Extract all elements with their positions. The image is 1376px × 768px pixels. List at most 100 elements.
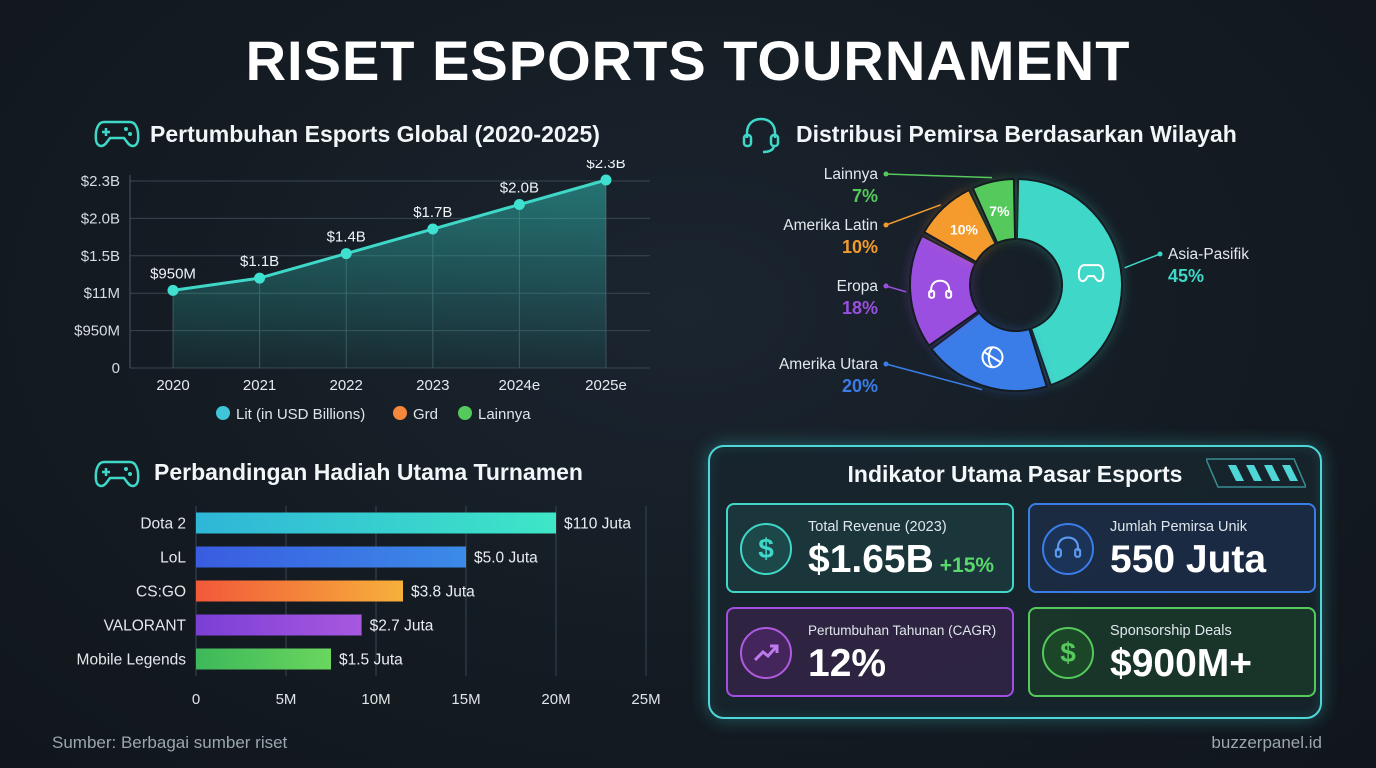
series-line bbox=[172, 178, 607, 292]
donut-slice bbox=[909, 234, 980, 347]
legend-swatch bbox=[216, 406, 230, 420]
headset-icon bbox=[928, 279, 953, 299]
data-point bbox=[340, 248, 352, 260]
legend-label: Grd bbox=[413, 406, 438, 423]
kpi-label: Sponsorship Deals bbox=[1110, 623, 1232, 639]
kpi-card-revenue: $ Total Revenue (2023) $1.65B +15% bbox=[726, 503, 1014, 593]
leader-dot bbox=[1157, 251, 1163, 257]
kpi-panel: Indikator Utama Pasar Esports $ Total Re… bbox=[708, 445, 1322, 719]
viewers-section-title: Distribusi Pemirsa Berdasarkan Wilayah bbox=[796, 121, 1237, 147]
slice-label: Eropa bbox=[837, 278, 879, 295]
kpi-label: Total Revenue (2023) bbox=[808, 519, 947, 535]
data-point bbox=[427, 223, 439, 235]
bar bbox=[196, 580, 403, 602]
legend-label: Lit (in USD Billions) bbox=[236, 406, 365, 423]
data-point bbox=[513, 199, 525, 211]
leader-line bbox=[885, 173, 993, 179]
category-label: Dota 2 bbox=[140, 516, 186, 533]
source-note: Sumber: Berbagai sumber riset bbox=[52, 733, 288, 752]
bar-value-label: $5.0 Juta bbox=[474, 550, 538, 567]
x-tick-label: 2020 bbox=[156, 377, 189, 394]
y-tick-label: 0 bbox=[112, 360, 120, 377]
slice-percent: 20% bbox=[842, 376, 878, 396]
data-point bbox=[254, 272, 266, 284]
category-label: Mobile Legends bbox=[77, 652, 187, 669]
bar bbox=[196, 512, 556, 534]
leader-dot bbox=[883, 283, 889, 289]
headset-icon bbox=[1042, 523, 1094, 575]
data-point bbox=[600, 174, 612, 186]
viewer-donut-chart: Asia-Pasifik 45% Amerika Utara 20% Eropa 18% 1… bbox=[779, 166, 1249, 396]
data-label: $2.3B bbox=[586, 160, 625, 172]
dollar-icon: $ bbox=[740, 523, 792, 575]
leader-line bbox=[885, 204, 941, 226]
slice-label: Lainnya bbox=[824, 166, 879, 183]
growth-area-chart: 0 $950M $11M $1.5B $2.0B $2.3B $950M 2020 $1.1B 2… bbox=[74, 160, 650, 423]
y-tick-label: $11M bbox=[84, 285, 120, 302]
kpi-card-cagr: Pertumbuhan Tahunan (CAGR) 12% bbox=[726, 607, 1014, 697]
x-tick-label: 0 bbox=[192, 691, 200, 706]
legend-label: Lainnya bbox=[478, 406, 531, 423]
dollar-icon: $ bbox=[1042, 627, 1094, 679]
data-label: $950M bbox=[150, 265, 196, 282]
x-tick-label: 5M bbox=[276, 691, 297, 706]
kpi-delta: +15% bbox=[939, 554, 995, 577]
kpi-value: $1.65B +15% bbox=[808, 538, 995, 581]
leader-line bbox=[885, 285, 907, 293]
slice-label: Amerika Latin bbox=[783, 217, 878, 234]
bar-value-label: $2.7 Juta bbox=[370, 618, 434, 635]
page-title: RISET ESPORTS TOURNAMENT bbox=[245, 29, 1131, 92]
kpi-card-viewers: Jumlah Pemirsa Unik 550 Juta bbox=[1028, 503, 1316, 593]
prize-section-title: Perbandingan Hadiah Utama Turnamen bbox=[154, 459, 583, 485]
legend-swatch bbox=[393, 406, 407, 420]
bar-value-label: $110 Juta bbox=[564, 516, 631, 533]
gamepad-icon bbox=[94, 120, 140, 148]
leader-dot bbox=[883, 171, 889, 177]
data-point bbox=[167, 284, 179, 296]
y-tick-label: $1.5B bbox=[81, 248, 120, 265]
y-tick-label: $2.0B bbox=[81, 210, 120, 227]
trend-up-icon bbox=[740, 627, 792, 679]
x-tick-label: 15M bbox=[451, 691, 480, 706]
data-label: $1.4B bbox=[327, 229, 366, 246]
kpi-value: 12% bbox=[808, 642, 887, 685]
x-tick-label: 20M bbox=[541, 691, 570, 706]
bar bbox=[196, 546, 466, 568]
category-label: VALORANT bbox=[104, 618, 187, 635]
y-tick-label: $2.3B bbox=[81, 173, 120, 190]
leader-dot bbox=[883, 222, 889, 228]
donut-slice bbox=[1015, 178, 1123, 387]
slice-value-label: 10% bbox=[950, 222, 979, 238]
bar bbox=[196, 614, 362, 636]
x-tick-label: 2024e bbox=[499, 377, 541, 394]
slice-value-label: 7% bbox=[989, 203, 1010, 219]
headset-icon bbox=[742, 117, 780, 154]
slice-label: Amerika Utara bbox=[779, 356, 878, 373]
area-fill bbox=[173, 180, 606, 368]
leader-line bbox=[1124, 253, 1161, 269]
bar bbox=[196, 648, 331, 670]
legend-swatch bbox=[458, 406, 472, 420]
site-credit: buzzerpanel.id bbox=[1211, 733, 1322, 752]
x-tick-label: 2022 bbox=[330, 377, 363, 394]
category-label: LoL bbox=[160, 550, 186, 567]
globe-icon bbox=[981, 346, 1004, 369]
data-label: $1.7B bbox=[413, 204, 452, 221]
slice-percent: 7% bbox=[852, 186, 878, 206]
slice-label: Asia-Pasifik bbox=[1168, 246, 1249, 263]
gamepad-icon bbox=[94, 460, 140, 488]
data-label: $1.1B bbox=[240, 253, 279, 270]
x-tick-label: 10M bbox=[361, 691, 390, 706]
donut-slice bbox=[922, 188, 997, 264]
kpi-title: Indikator Utama Pasar Esports bbox=[847, 461, 1183, 487]
x-tick-label: 2021 bbox=[243, 377, 276, 394]
leader-line bbox=[885, 363, 983, 391]
leader-dot bbox=[883, 361, 889, 367]
kpi-value: $900M+ bbox=[1110, 642, 1253, 685]
kpi-value: 550 Juta bbox=[1110, 538, 1267, 581]
bar-value-label: $1.5 Juta bbox=[339, 652, 403, 669]
y-tick-label: $950M bbox=[74, 323, 120, 340]
x-tick-label: 2023 bbox=[416, 377, 449, 394]
kpi-label: Pertumbuhan Tahunan (CAGR) bbox=[808, 623, 997, 638]
category-label: CS:GO bbox=[136, 584, 186, 601]
